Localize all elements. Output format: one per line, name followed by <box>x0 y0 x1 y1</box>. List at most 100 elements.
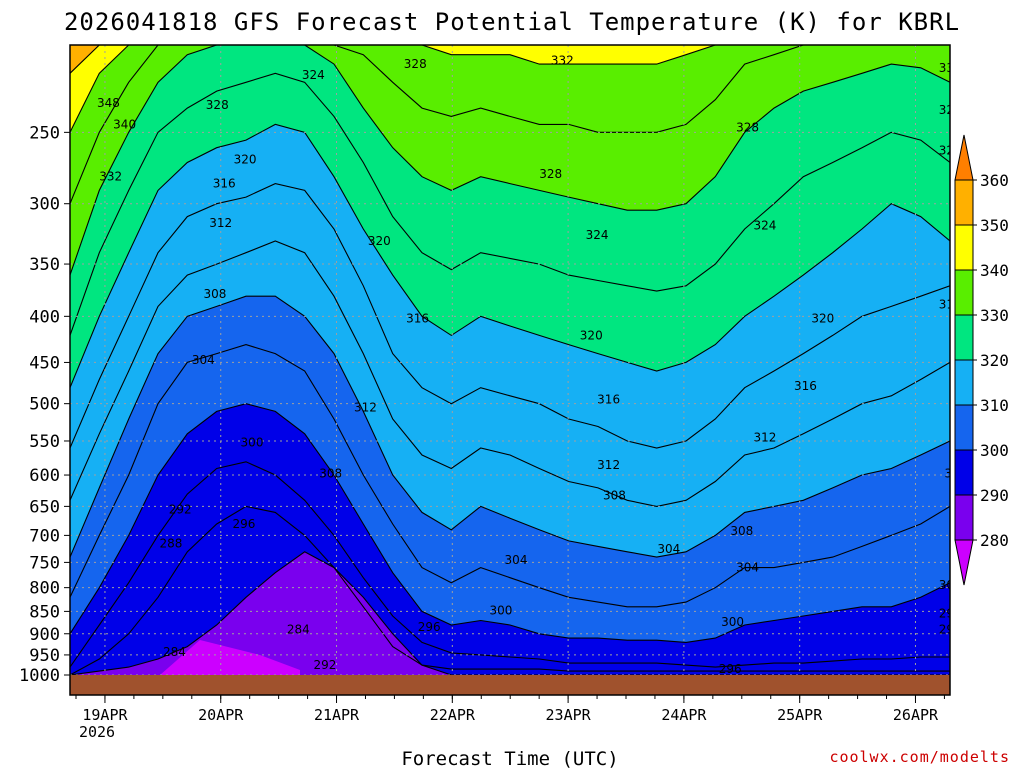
x-tick-label: 26APR <box>893 706 939 724</box>
colorbar-label: 290 <box>980 486 1009 505</box>
source-credit: coolwx.com/modelts <box>829 748 1010 766</box>
contour-label: 300 <box>939 578 962 592</box>
y-tick-label: 500 <box>29 395 60 415</box>
contour-label: 316 <box>939 297 962 311</box>
contour-328 <box>70 45 950 276</box>
contour-label: 332 <box>99 170 122 184</box>
contour-label: 316 <box>213 177 236 191</box>
contour-label: 304 <box>192 353 215 367</box>
x-axis-label: Forecast Time (UTC) <box>401 748 618 768</box>
contour-label: 296 <box>719 662 742 676</box>
x-tick-label: 24APR <box>661 706 707 724</box>
colorbar-label: 330 <box>980 306 1009 325</box>
contour-label: 312 <box>753 430 776 444</box>
contour-312 <box>70 240 950 507</box>
contour-300 <box>70 403 950 643</box>
colorbar-segment <box>954 314 974 361</box>
contour-label: 320 <box>368 234 391 248</box>
x-tick-label: 23APR <box>546 706 592 724</box>
contour-label: 308 <box>319 467 342 481</box>
plot-area: 348 340 332 328 320 316 312 308 304 300 296 292 288 2… <box>70 45 968 695</box>
y-tick-label: 1000 <box>19 666 60 686</box>
y-tick-label: 600 <box>29 466 60 486</box>
y-tick-label: 400 <box>29 307 60 327</box>
colorbar: 360 350 340 330 320 310 300 290 280 <box>954 134 1009 586</box>
contour-320 <box>70 123 950 388</box>
y-tick-label: 950 <box>29 646 60 666</box>
contour-label: 324 <box>302 68 325 82</box>
contour-label: 316 <box>597 393 620 407</box>
contour-label: 328 <box>539 167 562 181</box>
colorbar-segment <box>954 404 974 451</box>
chart-title: 2026041818 GFS Forecast Potential Temper… <box>64 8 960 36</box>
contour-label: 328 <box>404 57 427 71</box>
contour-label: 284 <box>287 622 310 636</box>
contour-label: 304 <box>657 542 680 556</box>
y-tick-label: 300 <box>29 195 60 215</box>
colorbar-cap-top <box>954 134 974 181</box>
contour-label: 300 <box>241 435 264 449</box>
x-tick-label: 25APR <box>777 706 823 724</box>
colorbar-label: 310 <box>980 396 1009 415</box>
contour-label: 316 <box>794 379 817 393</box>
contour-label: 296 <box>418 620 441 634</box>
contour-332 <box>70 45 950 204</box>
contour-340 <box>70 45 950 133</box>
contour-label: 348 <box>97 96 120 110</box>
contour-label: 308 <box>945 467 968 481</box>
contour-label: 292 <box>169 502 192 516</box>
contour-label: 288 <box>159 537 182 551</box>
contour-label: 332 <box>551 53 574 67</box>
contour-label: 308 <box>203 287 226 301</box>
colorbar-segment <box>954 179 974 226</box>
y-tick-label: 350 <box>29 255 60 275</box>
contour-label: 340 <box>113 117 136 131</box>
contour-296 <box>70 461 950 668</box>
y-tick-label: 700 <box>29 526 60 546</box>
colorbar-label: 350 <box>980 216 1009 235</box>
ground-surface <box>70 675 950 695</box>
contour-label: 308 <box>603 488 626 502</box>
y-tick-label: 850 <box>29 602 60 622</box>
contour-label: 304 <box>505 553 528 567</box>
colorbar-segment <box>954 494 974 541</box>
contour-308 <box>70 295 950 558</box>
band-288 <box>70 551 950 695</box>
grid-lines <box>70 45 950 695</box>
y-tick-label: 550 <box>29 432 60 452</box>
x-axis: 19APR 20APR 21APR 22APR 23APR 24APR 25APR 26APR <box>75 695 945 724</box>
colorbar-label: 280 <box>980 531 1009 550</box>
theta-bands <box>70 45 950 695</box>
y-tick-label: 800 <box>29 579 60 599</box>
band-cold-pocket <box>160 640 300 675</box>
contour-labels: 348 340 332 328 320 316 312 308 304 300 296 292 288 2… <box>97 53 968 676</box>
y-tick-label: 250 <box>29 123 60 143</box>
x-tick-label: 22APR <box>430 706 476 724</box>
x-tick-label: 21APR <box>314 706 360 724</box>
colorbar-label: 300 <box>980 441 1009 460</box>
colorbar-cap-bottom <box>954 539 974 586</box>
colorbar-segment <box>954 449 974 496</box>
contour-label: 312 <box>597 458 620 472</box>
contour-label: 296 <box>232 517 255 531</box>
contour-label: 324 <box>753 218 776 232</box>
contour-label: 292 <box>313 658 336 672</box>
contour-label: 324 <box>939 144 962 158</box>
x-tick-label: 20APR <box>198 706 244 724</box>
contour-label: 316 <box>406 311 429 325</box>
contour-label: 332 <box>939 61 962 75</box>
contour-label: 320 <box>811 311 834 325</box>
x-year-label: 2026 <box>79 723 115 741</box>
contour-label: 320 <box>234 153 257 167</box>
y-tick-label: 750 <box>29 553 60 573</box>
contour-label: 312 <box>354 401 377 415</box>
colorbar-segment <box>954 359 974 406</box>
contour-label: 328 <box>939 103 962 117</box>
x-tick-label: 19APR <box>82 706 128 724</box>
contour-label: 304 <box>736 561 759 575</box>
colorbar-segment <box>954 224 974 271</box>
colorbar-label: 320 <box>980 351 1009 370</box>
contour-label: 308 <box>730 524 753 538</box>
colorbar-label: 360 <box>980 171 1009 190</box>
